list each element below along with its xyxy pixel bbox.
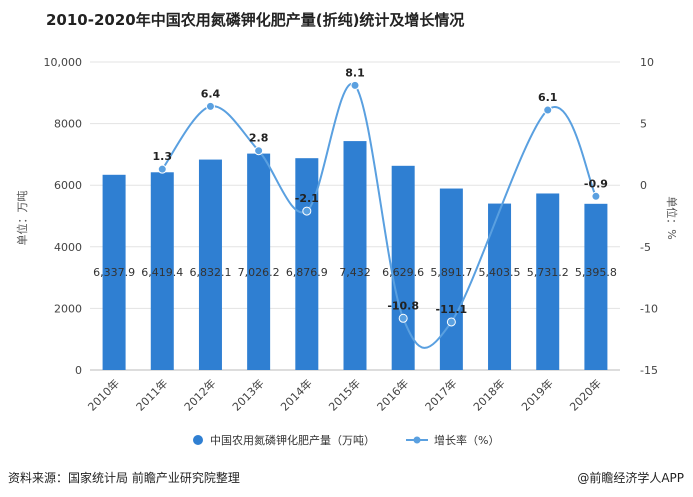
left-axis-ticks: 0 2000 4000 6000 8000 10,000 xyxy=(44,56,83,377)
bar xyxy=(343,141,367,370)
legend-bar-label: 中国农用氮磷钾化肥产量（万吨） xyxy=(210,433,375,447)
right-tick-label: 0 xyxy=(640,179,647,192)
rate-value-label: 6.1 xyxy=(538,91,558,104)
rate-value-label: -2.1 xyxy=(295,192,319,205)
rate-point xyxy=(205,101,215,111)
legend: 中国农用氮磷钾化肥产量（万吨） 增长率（%） xyxy=(193,433,499,447)
right-tick-label: -5 xyxy=(640,241,651,254)
left-tick-label: 0 xyxy=(75,364,82,377)
bar xyxy=(536,193,560,370)
x-tick-label: 2015年 xyxy=(326,376,363,413)
rate-point xyxy=(591,191,601,201)
legend-bar-marker xyxy=(193,435,203,445)
bar xyxy=(102,174,126,370)
x-tick-label: 2014年 xyxy=(277,376,314,413)
right-axis-ticks: -15 -10 -5 0 5 10 xyxy=(640,56,658,377)
rate-line xyxy=(161,82,597,349)
bar xyxy=(391,165,415,370)
rate-value-label: -0.9 xyxy=(584,177,608,190)
bar xyxy=(198,159,222,370)
x-tick-label: 2012年 xyxy=(181,376,218,413)
bar-series xyxy=(102,141,608,370)
bar-value-label: 5,891.7 xyxy=(430,266,472,279)
bar-value-label: 6,337.9 xyxy=(93,266,135,279)
left-tick-label: 2000 xyxy=(54,302,82,315)
source-note: 资料来源：国家统计局 前瞻产业研究院整理 xyxy=(8,470,240,485)
rate-point xyxy=(398,313,408,323)
x-tick-label: 2020年 xyxy=(567,376,604,413)
bar xyxy=(584,203,608,370)
rate-point xyxy=(302,206,312,216)
x-tick-label: 2010年 xyxy=(85,376,122,413)
bar-value-labels: 6,337.9 6,419.4 6,832.1 7,026.2 6,876.9 7,432… xyxy=(93,266,617,279)
right-axis-label: 单位：% xyxy=(665,196,679,239)
rate-point xyxy=(446,317,456,327)
bar-value-label: 6,832.1 xyxy=(189,266,231,279)
left-axis-label: 单位：万吨 xyxy=(15,191,29,246)
left-tick-label: 6000 xyxy=(54,179,82,192)
right-tick-label: 10 xyxy=(640,56,654,69)
right-tick-label: -15 xyxy=(640,364,658,377)
rate-value-labels: 1.3 6.4 2.8 -2.1 8.1 -10.8 -11.1 6.1 -0.9 xyxy=(153,66,608,316)
x-tick-label: 2017年 xyxy=(422,376,459,413)
right-tick-label: -10 xyxy=(640,302,658,315)
rate-value-label: 2.8 xyxy=(249,132,269,145)
rate-point xyxy=(543,105,553,115)
bar-value-label: 5,403.5 xyxy=(479,266,521,279)
bar-value-label: 6,419.4 xyxy=(141,266,183,279)
bar xyxy=(488,203,512,370)
bar xyxy=(150,172,174,370)
rate-point xyxy=(157,164,167,174)
bar xyxy=(247,153,271,370)
rate-value-label: 8.1 xyxy=(345,66,365,79)
watermark: 搜狐号@中旺国际集团 xyxy=(10,10,130,25)
x-tick-label: 2011年 xyxy=(133,376,170,413)
bar-value-label: 7,432 xyxy=(339,266,371,279)
x-axis-ticks: 2010年 2011年 2012年 2013年 2014年 2015年 2016年 2017年… xyxy=(85,376,604,413)
bar xyxy=(295,158,319,370)
x-tick-label: 2013年 xyxy=(229,376,266,413)
legend-line-dot xyxy=(413,436,421,444)
bar-value-label: 5,731.2 xyxy=(527,266,569,279)
x-tick-label: 2018年 xyxy=(470,376,507,413)
rate-point xyxy=(350,80,360,90)
bar-value-label: 6,876.9 xyxy=(286,266,328,279)
rate-value-label: 6.4 xyxy=(201,87,221,100)
x-tick-label: 2019年 xyxy=(518,376,555,413)
bar xyxy=(439,188,463,370)
rate-series xyxy=(157,80,601,349)
rate-value-label: 1.3 xyxy=(153,150,173,163)
legend-line-label: 增长率（%） xyxy=(434,433,499,447)
brand-note: @前瞻经济学人APP xyxy=(577,470,684,485)
chart-title: 2010-2020年中国农用氮磷钾化肥产量(折纯)统计及增长情况 xyxy=(46,11,464,29)
left-tick-label: 8000 xyxy=(54,118,82,131)
left-tick-label: 4000 xyxy=(54,241,82,254)
rate-value-label: -10.8 xyxy=(387,299,419,312)
right-tick-label: 5 xyxy=(640,118,647,131)
rate-value-label: -11.1 xyxy=(436,303,468,316)
bar-value-label: 7,026.2 xyxy=(238,266,280,279)
rate-point xyxy=(254,146,264,156)
bar-value-label: 6,629.6 xyxy=(382,266,424,279)
left-tick-label: 10,000 xyxy=(44,56,83,69)
bar-value-label: 5,395.8 xyxy=(575,266,617,279)
x-tick-label: 2016年 xyxy=(374,376,411,413)
